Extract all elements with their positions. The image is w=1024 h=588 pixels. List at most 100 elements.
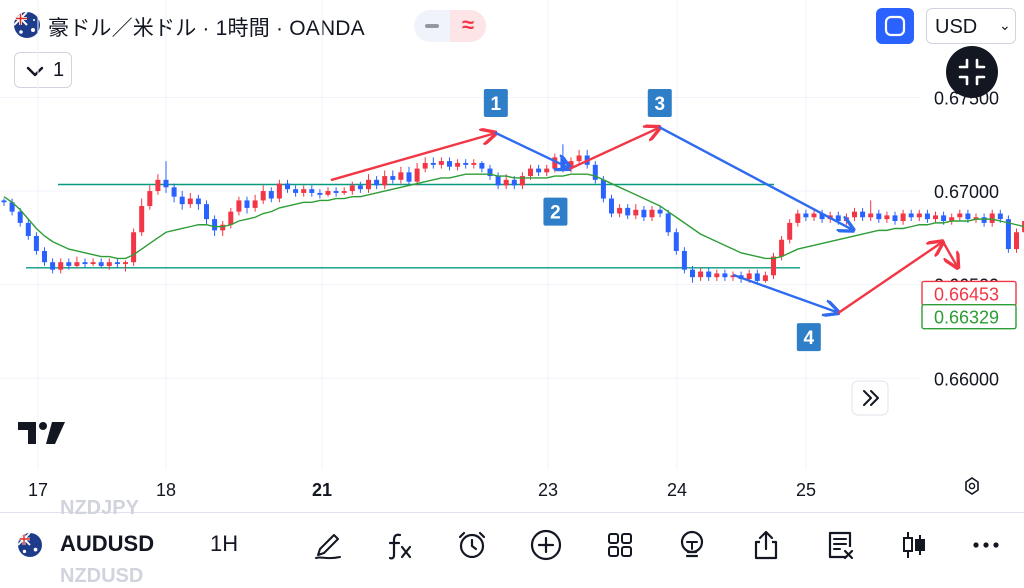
ghost-symbol-top: NZDJPY — [60, 497, 139, 519]
candle-body — [657, 209, 663, 214]
candle-body — [528, 168, 533, 177]
wave-icon: ≈ — [450, 10, 486, 42]
candle-body — [212, 219, 218, 231]
candle-body — [495, 176, 501, 186]
dash-icon — [414, 10, 450, 42]
candle-body — [293, 189, 299, 193]
fx-icon — [388, 533, 412, 560]
x-tick-label: 17 — [28, 480, 48, 500]
candle-body — [941, 215, 947, 222]
candle-body — [722, 273, 728, 278]
candle-body — [447, 161, 452, 167]
candle-body — [536, 168, 542, 173]
candle-body — [852, 211, 857, 218]
collapse-icon — [958, 58, 986, 86]
notes-button[interactable] — [822, 527, 858, 563]
candle-body — [965, 213, 971, 220]
candle-body — [503, 179, 509, 186]
candle-body — [90, 262, 96, 265]
currency-label: USD — [935, 16, 978, 38]
candle-body — [179, 196, 185, 205]
layout-button[interactable] — [602, 527, 638, 563]
x-tick-label: 24 — [667, 480, 687, 500]
candle-body — [592, 164, 598, 180]
candle-body — [276, 183, 282, 199]
x-tick-label: 23 — [538, 480, 558, 500]
candle-body — [754, 273, 760, 281]
candle-body — [333, 191, 339, 193]
tradingview-logo — [18, 420, 66, 451]
candle-body — [155, 179, 161, 192]
alerts-button[interactable] — [454, 527, 490, 563]
bulb-icon — [680, 530, 704, 558]
wave-arrow-red — [330, 133, 496, 182]
candle-body — [633, 209, 639, 216]
candle-body — [479, 162, 485, 169]
candle-body — [74, 262, 80, 266]
wave-arrow-red — [569, 127, 659, 170]
market-status-pill[interactable]: ≈ — [414, 10, 486, 42]
candle-body — [382, 176, 388, 186]
share-button[interactable] — [748, 527, 784, 563]
indicators-button[interactable] — [382, 527, 418, 563]
candle-body — [422, 162, 428, 169]
exit-fullscreen-button[interactable] — [946, 46, 998, 98]
candle-body — [900, 213, 906, 222]
timeframe-button[interactable]: 1H — [210, 531, 239, 556]
chevron-down-icon — [26, 66, 44, 77]
chart-style-button[interactable] — [896, 527, 932, 563]
candle-body — [236, 200, 242, 212]
candle-body — [228, 211, 234, 225]
candle-body — [171, 187, 177, 197]
candle-body — [924, 213, 930, 220]
candle-body — [455, 162, 461, 167]
candle-body — [730, 275, 736, 278]
more-button[interactable] — [968, 527, 1004, 563]
candle-body — [576, 155, 582, 162]
alarm-icon — [458, 531, 486, 559]
price-label: 0.66329 — [934, 308, 999, 328]
currency-select[interactable]: USD ⌄ — [926, 8, 1016, 44]
object-tree-button[interactable] — [876, 8, 914, 44]
wave-badge-label: 4 — [804, 328, 815, 349]
chevron-down-icon: ⌄ — [999, 17, 1011, 33]
moving-average-line — [3, 173, 1024, 260]
candle-body — [25, 222, 31, 236]
candle-body — [50, 262, 56, 270]
drawing-tool-button[interactable] — [310, 527, 346, 563]
candle-body — [123, 262, 128, 265]
candle-body — [82, 262, 88, 265]
x-tick-label: 18 — [156, 480, 176, 500]
share-icon — [754, 530, 778, 560]
candle-body — [973, 217, 979, 220]
chart-title[interactable]: 豪ドル／米ドル · 1時間 · OANDA — [48, 17, 365, 40]
candle-body — [195, 198, 201, 205]
candle-body — [187, 198, 193, 205]
candle-body — [957, 213, 963, 218]
symbol-button[interactable]: AUDUSD — [60, 531, 155, 556]
add-button[interactable] — [528, 527, 564, 563]
wave-arrow-blue — [733, 274, 838, 312]
price-chart[interactable]: 1234560.675000.670000.665000.660000.6645… — [0, 0, 1024, 512]
candle-body — [714, 273, 720, 278]
indicators-toggle-button[interactable]: 1 — [14, 52, 72, 88]
candle-body — [1014, 232, 1019, 250]
candle-body — [746, 273, 752, 280]
candle-body — [641, 209, 647, 218]
symbol-flag-icon — [18, 533, 42, 557]
candle-body — [438, 161, 444, 165]
candle-body — [430, 162, 436, 165]
candle-body — [204, 204, 209, 220]
candle-body — [390, 176, 396, 180]
candle-body — [811, 213, 817, 218]
settings-icon-center — [968, 482, 976, 490]
wave-badge — [483, 89, 508, 118]
ideas-button[interactable] — [674, 527, 710, 563]
frame-icon — [884, 15, 906, 37]
candle-body — [260, 191, 266, 201]
candle-body — [795, 213, 801, 223]
candle-body — [309, 189, 315, 193]
wave-badge-label: 1 — [491, 94, 502, 115]
candle-body — [819, 213, 825, 220]
candle-body — [42, 250, 47, 263]
